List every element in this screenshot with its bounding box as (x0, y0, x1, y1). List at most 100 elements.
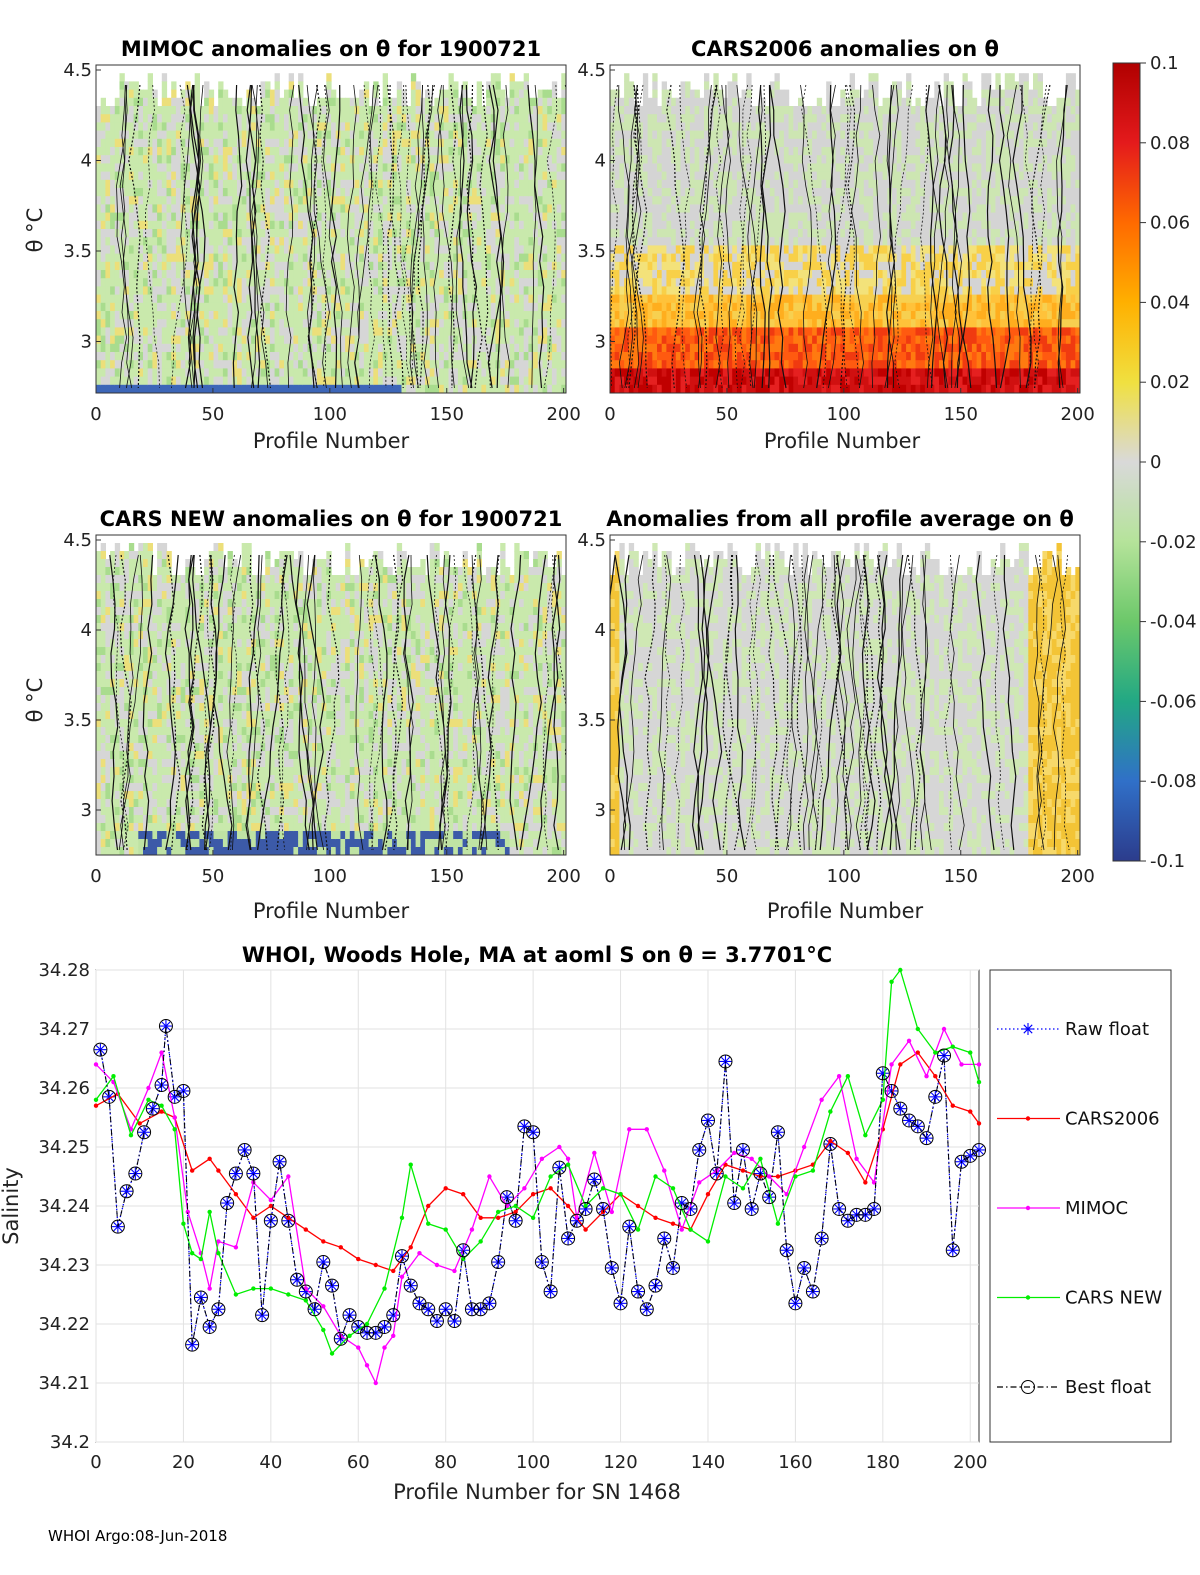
heatmap-cell (100, 294, 106, 304)
heatmap-cell (523, 270, 529, 279)
heatmap-cell (363, 179, 370, 189)
heatmap-cell (204, 81, 210, 91)
heatmap-cell (213, 204, 219, 214)
heatmap-cell (326, 352, 332, 361)
heatmap-cell (246, 171, 252, 181)
heatmap-cell (652, 368, 658, 378)
heatmap-cell (382, 106, 388, 115)
heatmap-cell (528, 384, 534, 393)
heatmap-cell (610, 89, 616, 99)
heatmap-cell (666, 237, 672, 246)
heatmap-cell (288, 81, 294, 91)
heatmap-cell (551, 335, 558, 345)
heatmap-cell (401, 352, 407, 361)
heatmap-cell (218, 130, 224, 140)
heatmap-cell (685, 81, 691, 91)
heatmap-cell (100, 130, 106, 140)
heatmap-cell (227, 212, 233, 222)
heatmap-cell (410, 220, 417, 230)
heatmap-cell (694, 335, 700, 345)
heatmap-cell (241, 319, 247, 328)
heatmap-cell (105, 352, 111, 361)
heatmap-cell (378, 130, 384, 140)
heatmap-cell (349, 335, 356, 345)
heatmap-cell (213, 376, 219, 386)
heatmap-cell (269, 376, 276, 386)
heatmap-cell (110, 229, 116, 238)
heatmap-cell (269, 286, 276, 296)
heatmap-cell (373, 106, 379, 115)
heatmap-cell (331, 311, 337, 320)
contour-line (323, 84, 343, 389)
heatmap-cell (746, 163, 752, 173)
heatmap-cell (533, 376, 539, 386)
heatmap-cell (429, 196, 435, 205)
heatmap-cell (680, 147, 686, 156)
heatmap-cell (406, 204, 412, 214)
heatmap-cell (288, 138, 294, 148)
heatmap-cell (96, 155, 102, 164)
heatmap-cell (652, 106, 658, 115)
heatmap-cell (345, 294, 351, 304)
heatmap-cell (396, 220, 403, 230)
heatmap-cell (638, 270, 644, 279)
heatmap-cell (222, 114, 229, 123)
heatmap-cell (302, 294, 309, 304)
heatmap-cell (171, 237, 177, 246)
heatmap-cell (741, 384, 747, 393)
heatmap-cell (443, 278, 450, 287)
heatmap-cell (751, 311, 757, 320)
heatmap-cell (638, 384, 644, 393)
heatmap-cell (495, 122, 501, 132)
heatmap-cell (237, 212, 243, 222)
heatmap-cell (467, 114, 473, 123)
heatmap-cell (147, 327, 153, 337)
heatmap-cell (462, 261, 468, 271)
heatmap-cell (237, 327, 243, 337)
heatmap-cell (746, 237, 752, 246)
heatmap-cell (429, 229, 435, 238)
heatmap-cell (537, 237, 544, 246)
heatmap-cell (171, 220, 177, 230)
heatmap-cell (110, 368, 116, 378)
heatmap-cell (321, 155, 327, 164)
heatmap-cell (96, 130, 102, 140)
heatmap-cell (685, 270, 691, 279)
heatmap-cell (110, 335, 116, 345)
heatmap-cell (448, 188, 454, 197)
heatmap-cell (218, 311, 224, 320)
heatmap-cell (533, 253, 539, 263)
heatmap-cell (495, 229, 501, 238)
heatmap-cell (255, 106, 262, 115)
heatmap-cell (199, 352, 205, 361)
heatmap-cell (671, 130, 677, 140)
heatmap-cell (519, 360, 525, 369)
heatmap-cell (410, 73, 417, 82)
heatmap-cell (260, 311, 266, 320)
heatmap-cell (476, 122, 482, 132)
heatmap-cell (114, 122, 121, 132)
heatmap-cell (481, 327, 487, 337)
heatmap-cell (727, 196, 733, 205)
heatmap-cell (194, 89, 200, 99)
heatmap-cell (425, 286, 431, 296)
heatmap-cell (307, 229, 313, 238)
heatmap-cell (246, 311, 252, 320)
heatmap-cell (274, 212, 280, 222)
heatmap-cell (321, 335, 327, 345)
heatmap-cell (208, 270, 215, 279)
heatmap-cell (420, 245, 426, 255)
heatmap-cell (537, 384, 544, 393)
heatmap-cell (448, 122, 454, 132)
heatmap-cell (732, 163, 738, 173)
heatmap-cell (551, 319, 558, 328)
heatmap-cell (241, 302, 247, 312)
heatmap-cell (335, 188, 341, 197)
heatmap-cell (472, 327, 478, 337)
heatmap-cell (638, 220, 644, 230)
heatmap-cell (199, 220, 205, 230)
heatmap-cell (161, 376, 168, 386)
heatmap-cell (368, 294, 374, 304)
heatmap-cell (265, 130, 271, 140)
heatmap-cell (647, 171, 653, 181)
